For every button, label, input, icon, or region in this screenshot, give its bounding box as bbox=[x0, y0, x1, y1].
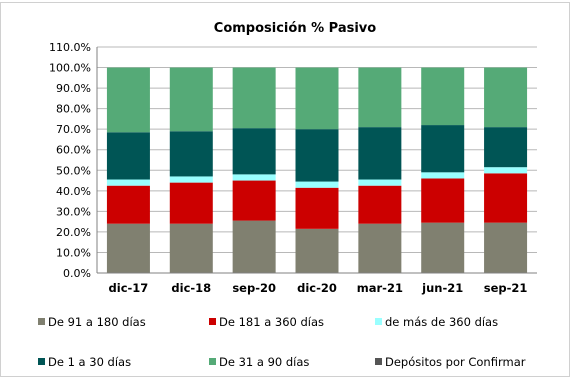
bar-segment bbox=[106, 67, 150, 133]
bar-segment bbox=[484, 167, 528, 174]
legend-swatch bbox=[38, 358, 45, 365]
x-tick-label: mar-21 bbox=[357, 281, 403, 295]
legend-label: De 91 a 180 días bbox=[48, 315, 146, 329]
bar-segment bbox=[232, 128, 276, 175]
legend-label: De 31 a 90 días bbox=[219, 355, 309, 369]
legend-swatch bbox=[38, 318, 45, 325]
bar-segment bbox=[484, 222, 528, 273]
bar-segment bbox=[484, 173, 528, 223]
y-tick-label: 40.0% bbox=[56, 185, 91, 198]
y-tick-label: 0.0% bbox=[63, 267, 91, 280]
bar-segment bbox=[358, 185, 402, 224]
bar-segment bbox=[106, 185, 150, 224]
y-tick-label: 60.0% bbox=[56, 144, 91, 157]
bar-segment bbox=[232, 174, 276, 181]
x-tick-label: dic-17 bbox=[109, 281, 149, 295]
bar-segment bbox=[232, 220, 276, 273]
legend-swatch bbox=[209, 358, 216, 365]
y-tick-label: 80.0% bbox=[56, 103, 91, 116]
y-axis-ticks: 0.0% 10.0% 20.0% 30.0% 40.0% 50.0% 60.0% 70.0% 8… bbox=[49, 41, 91, 280]
y-tick-label: 50.0% bbox=[56, 164, 91, 177]
y-tick-label: 70.0% bbox=[56, 123, 91, 136]
axes bbox=[96, 47, 537, 274]
bar-segment bbox=[232, 67, 276, 129]
bar-segment bbox=[169, 131, 213, 177]
bar-segment bbox=[358, 223, 402, 273]
bar-segment bbox=[358, 127, 402, 180]
bar-segment bbox=[106, 132, 150, 180]
bar-segment bbox=[358, 179, 402, 186]
bar-segment bbox=[169, 67, 213, 132]
bar-segment bbox=[421, 222, 465, 273]
y-tick-label: 110.0% bbox=[49, 41, 91, 54]
bar-segment bbox=[421, 125, 465, 173]
x-tick-label: sep-20 bbox=[232, 281, 276, 295]
bar-segment bbox=[169, 223, 213, 273]
bar-segment bbox=[295, 67, 339, 130]
bar-segment bbox=[358, 67, 402, 128]
legend-label: Depósitos por Confirmar bbox=[385, 355, 526, 369]
chart-border bbox=[0, 2, 570, 377]
y-tick-label: 90.0% bbox=[56, 82, 91, 95]
legend: De 91 a 180 días De 181 a 360 días de más … bbox=[38, 315, 526, 369]
y-tick-label: 30.0% bbox=[56, 205, 91, 218]
bar-segment bbox=[295, 129, 339, 182]
legend-swatch bbox=[375, 358, 382, 365]
legend-swatch bbox=[375, 318, 382, 325]
bar-segment bbox=[484, 127, 528, 168]
legend-label: De 181 a 360 días bbox=[219, 315, 324, 329]
y-tick-label: 20.0% bbox=[56, 226, 91, 239]
x-axis-ticks: dic-17 dic-18 sep-20 dic-20 mar-21 jun-21 sep-… bbox=[109, 281, 528, 295]
bar-segment bbox=[295, 187, 339, 229]
legend-label: de más de 360 días bbox=[385, 315, 498, 329]
bar-segment bbox=[295, 181, 339, 188]
x-tick-label: jun-21 bbox=[421, 281, 463, 295]
y-tick-label: 100.0% bbox=[49, 62, 91, 75]
bar-segment bbox=[169, 182, 213, 224]
bar-segment bbox=[421, 172, 465, 179]
bar-segment bbox=[106, 179, 150, 186]
y-tick-label: 10.0% bbox=[56, 246, 91, 259]
legend-swatch bbox=[209, 318, 216, 325]
x-tick-label: dic-18 bbox=[171, 281, 211, 295]
bar-segment bbox=[484, 67, 528, 128]
bars bbox=[106, 67, 528, 273]
bar-segment bbox=[295, 228, 339, 273]
bar-segment bbox=[421, 67, 465, 126]
bar-segment bbox=[421, 178, 465, 223]
x-tick-label: dic-20 bbox=[297, 281, 337, 295]
x-tick-label: sep-21 bbox=[484, 281, 528, 295]
bar-segment bbox=[232, 180, 276, 221]
bar-segment bbox=[106, 223, 150, 273]
chart-title: Composición % Pasivo bbox=[214, 21, 376, 36]
bar-segment bbox=[169, 176, 213, 183]
legend-label: De 1 a 30 días bbox=[48, 355, 131, 369]
